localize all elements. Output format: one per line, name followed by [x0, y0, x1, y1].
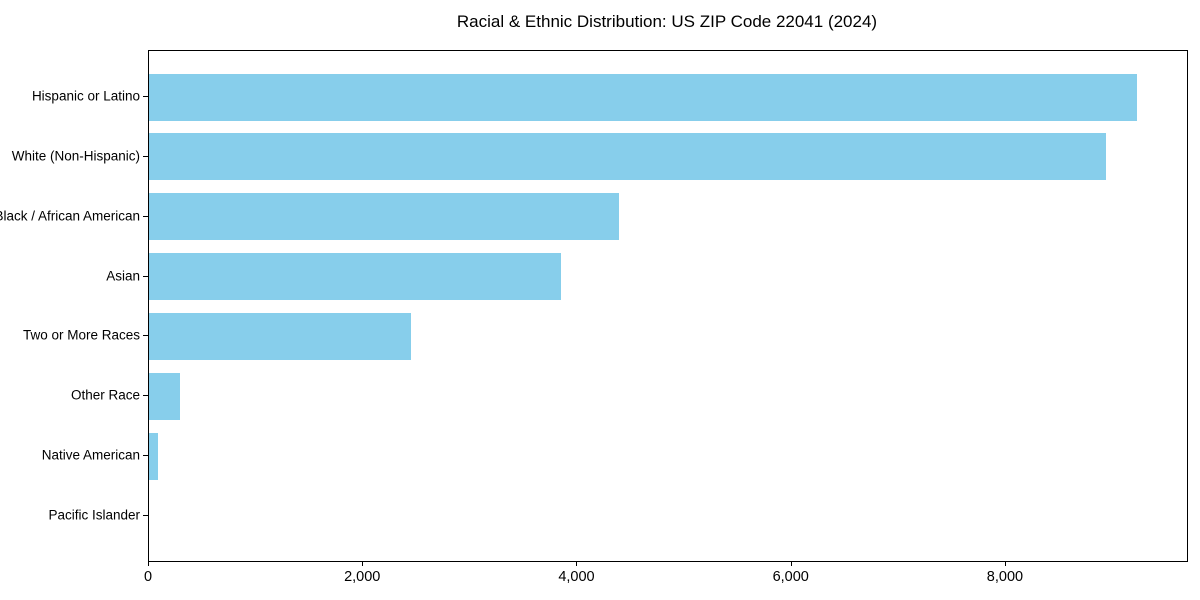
y-tick	[143, 515, 148, 517]
y-tick	[143, 215, 148, 217]
x-tick	[576, 561, 578, 566]
bar	[149, 193, 620, 241]
y-tick	[143, 395, 148, 397]
y-tick-label: Pacific Islander	[48, 507, 140, 523]
x-tick	[1004, 561, 1006, 566]
bar	[149, 73, 1137, 121]
x-tick-label: 8,000	[986, 569, 1024, 585]
y-tick	[143, 455, 148, 457]
y-tick	[143, 155, 148, 157]
y-tick	[143, 335, 148, 337]
x-tick-label: 6,000	[772, 569, 809, 585]
bar	[149, 372, 181, 420]
y-tick-label: Two or More Races	[22, 327, 140, 343]
y-tick-label: Hispanic or Latino	[31, 88, 140, 104]
y-tick-label: Black / African American	[0, 208, 140, 224]
x-tick-label: 4,000	[558, 569, 595, 585]
bar	[149, 253, 562, 301]
chart-title: Racial & Ethnic Distribution: US ZIP Cod…	[456, 12, 878, 31]
x-tick-label: 0	[143, 569, 153, 585]
y-tick	[143, 275, 148, 277]
y-tick-label: Asian	[106, 268, 140, 284]
x-tick	[362, 561, 364, 566]
y-tick-label: Other Race	[70, 387, 140, 403]
x-tick	[790, 561, 792, 566]
bar	[149, 312, 412, 360]
bar	[149, 133, 1106, 181]
y-tick-label: White (Non-Hispanic)	[11, 148, 140, 164]
y-tick-label: Native American	[41, 447, 140, 463]
x-tick-label: 2,000	[344, 569, 381, 585]
x-tick	[148, 561, 149, 566]
plot-area	[148, 50, 1188, 562]
bar	[149, 432, 158, 480]
y-tick	[143, 96, 148, 97]
